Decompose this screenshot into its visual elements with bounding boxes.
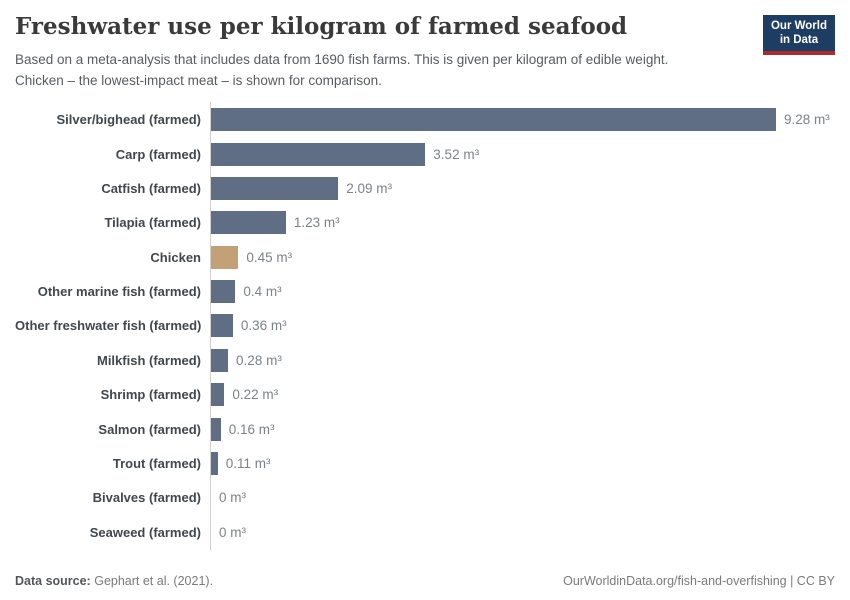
value-label: 0 m³ bbox=[219, 490, 246, 506]
category-label: Seaweed (farmed) bbox=[89, 524, 201, 540]
bar-area: 0.11 m³ bbox=[210, 446, 835, 481]
bar bbox=[211, 142, 426, 166]
bar bbox=[211, 280, 236, 304]
category-label: Carp (farmed) bbox=[115, 146, 201, 162]
chart-row: Chicken 0.45 m³ bbox=[15, 240, 835, 275]
category-label: Catfish (farmed) bbox=[101, 180, 201, 196]
value-label: 0.36 m³ bbox=[240, 318, 287, 334]
value-label: 9.28 m³ bbox=[784, 112, 830, 128]
bar-area: 2.09 m³ bbox=[210, 171, 835, 206]
chart-row: Milkfish (farmed) 0.28 m³ bbox=[15, 343, 835, 378]
page-title: Freshwater use per kilogram of farmed se… bbox=[15, 13, 628, 40]
category-label: Shrimp (farmed) bbox=[100, 387, 201, 403]
subtitle-line-2: Chicken – the lowest-impact meat – is sh… bbox=[15, 72, 382, 88]
bar bbox=[211, 417, 221, 441]
value-label: 1.23 m³ bbox=[293, 215, 340, 231]
bar bbox=[211, 383, 225, 407]
bar-area: 0 m³ bbox=[210, 515, 835, 550]
chart-row: Shrimp (farmed) 0.22 m³ bbox=[15, 377, 835, 412]
bar-area: 0.16 m³ bbox=[210, 411, 835, 447]
bar-area: 9.28 m³ bbox=[210, 102, 835, 137]
value-label: 3.52 m³ bbox=[433, 146, 480, 162]
owid-logo: Our World in Data bbox=[762, 15, 835, 56]
category-label: Chicken bbox=[150, 249, 201, 265]
bar-area: 0.45 m³ bbox=[210, 240, 835, 275]
chart-row: Other marine fish (farmed) 0.4 m³ bbox=[15, 274, 835, 309]
header-text: Freshwater use per kilogram of farmed se… bbox=[15, 13, 668, 91]
bar-area: 0.28 m³ bbox=[210, 343, 835, 378]
chart-header: Freshwater use per kilogram of farmed se… bbox=[15, 0, 835, 91]
bar bbox=[211, 314, 233, 338]
category-label: Other marine fish (farmed) bbox=[37, 284, 201, 300]
bar-area: 0.4 m³ bbox=[210, 274, 835, 309]
value-label: 0 m³ bbox=[219, 524, 246, 540]
chart-row: Catfish (farmed) 2.09 m³ bbox=[15, 171, 835, 206]
bar-chart: Silver/bighead (farmed) 9.28 m³ Carp (farm… bbox=[15, 102, 835, 550]
category-label: Bivalves (farmed) bbox=[92, 490, 201, 506]
chart-row: Other freshwater fish (farmed) 0.36 m³ bbox=[15, 308, 835, 344]
chart-row: Carp (farmed) 3.52 m³ bbox=[15, 136, 835, 172]
value-label: 0.4 m³ bbox=[243, 284, 282, 300]
bar-area: 0 m³ bbox=[210, 480, 835, 516]
value-label: 0.45 m³ bbox=[246, 249, 293, 265]
value-label: 0.11 m³ bbox=[225, 456, 271, 472]
chart-row: Tilapia (farmed) 1.23 m³ bbox=[15, 205, 835, 240]
chart-row: Silver/bighead (farmed) 9.28 m³ bbox=[15, 102, 835, 137]
category-label: Silver/bighead (farmed) bbox=[56, 112, 201, 128]
bar bbox=[211, 108, 776, 132]
category-label: Other freshwater fish (farmed) bbox=[15, 318, 202, 334]
category-label: Milkfish (farmed) bbox=[96, 352, 201, 368]
chart-row: Salmon (farmed) 0.16 m³ bbox=[15, 411, 835, 447]
bar bbox=[211, 211, 286, 235]
bar bbox=[211, 348, 229, 372]
bar bbox=[211, 176, 339, 200]
credit-link[interactable]: OurWorldinData.org/fish-and-overfishing … bbox=[563, 574, 835, 588]
chart-footer: Data source: Gephart et al. (2021). OurW… bbox=[15, 574, 835, 588]
value-label: 2.09 m³ bbox=[346, 180, 393, 196]
bar bbox=[211, 452, 218, 476]
value-label: 0.22 m³ bbox=[232, 387, 279, 403]
category-label: Tilapia (farmed) bbox=[104, 215, 201, 231]
chart-row: Trout (farmed) 0.11 m³ bbox=[15, 446, 835, 481]
bar-area: 3.52 m³ bbox=[210, 136, 835, 172]
bar-area: 1.23 m³ bbox=[210, 205, 835, 240]
data-source-label: Data source: bbox=[15, 574, 91, 588]
data-source: Data source: Gephart et al. (2021). bbox=[15, 574, 213, 588]
bar-area: 0.22 m³ bbox=[210, 377, 835, 412]
chart-subtitle: Based on a meta-analysis that includes d… bbox=[15, 50, 668, 92]
value-label: 0.28 m³ bbox=[236, 352, 282, 368]
bar-area: 0.36 m³ bbox=[210, 308, 835, 344]
chart-row: Bivalves (farmed) 0 m³ bbox=[15, 480, 835, 516]
logo-line-1: Our World bbox=[770, 20, 827, 32]
subtitle-line-1: Based on a meta-analysis that includes d… bbox=[15, 51, 669, 67]
chart-row: Seaweed (farmed) 0 m³ bbox=[15, 515, 835, 550]
logo-line-2: in Data bbox=[779, 33, 819, 46]
bar bbox=[211, 245, 239, 269]
value-label: 0.16 m³ bbox=[228, 421, 275, 437]
data-source-value: Gephart et al. (2021). bbox=[94, 574, 214, 588]
category-label: Salmon (farmed) bbox=[98, 421, 201, 437]
category-label: Trout (farmed) bbox=[112, 456, 201, 472]
